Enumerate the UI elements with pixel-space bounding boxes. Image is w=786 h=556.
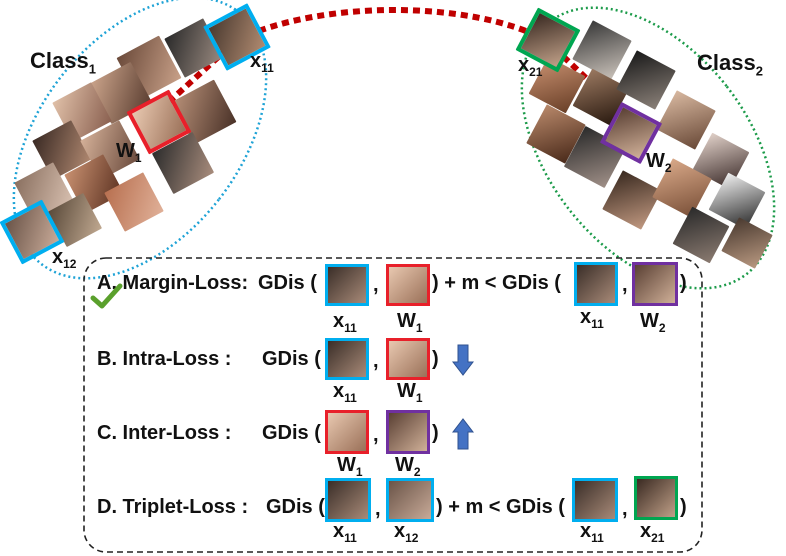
x11-thumbnail [325, 338, 369, 380]
w1-thumbnail [386, 338, 430, 380]
comma: , [375, 498, 381, 520]
w1-label: W1 [397, 310, 423, 335]
w2-label: W2 [395, 454, 421, 479]
x11-thumbnail [574, 262, 618, 306]
w1-thumbnail [325, 410, 369, 454]
w1-thumbnail [386, 264, 430, 306]
x11-label: x11 [333, 380, 357, 405]
down-arrow-icon [452, 344, 474, 376]
x11-label: x11 [580, 306, 604, 331]
w1-label: W1 [397, 380, 423, 405]
x11-label: x11 [333, 520, 357, 545]
close-paren: ) [432, 348, 439, 370]
x11-thumbnail [572, 478, 618, 522]
x11-label: x11 [250, 50, 274, 75]
up-arrow-icon [452, 418, 474, 450]
class1-label: Class1 [30, 48, 96, 77]
w2-label: W2 [640, 310, 666, 335]
checkmark-icon [90, 283, 123, 309]
w2-thumbnail [386, 410, 430, 454]
inter-loss-name: C. Inter-Loss : [97, 422, 232, 444]
w1-label: W1 [116, 140, 142, 165]
margin-loss-name: A. Margin-Loss: [97, 272, 249, 294]
w1-label: W1 [337, 454, 363, 479]
close-paren: ) [680, 496, 687, 518]
x21-label: x21 [640, 520, 665, 545]
comma: , [373, 424, 379, 446]
intra-loss-gdis: GDis ( [262, 348, 321, 370]
x11-label: x11 [580, 520, 604, 545]
margin-connector-arc [235, 7, 548, 43]
triplet-loss-inequality: ) + m < GDis ( [436, 496, 565, 518]
w2-label: W2 [646, 150, 672, 175]
x11-thumbnail [325, 478, 371, 522]
x11-label: x11 [333, 310, 357, 335]
comma: , [373, 350, 379, 372]
x12-thumbnail [386, 478, 434, 522]
comma: , [622, 498, 628, 520]
inter-loss-gdis: GDis ( [262, 422, 321, 444]
x11-thumbnail [325, 264, 369, 306]
triplet-loss-gdis: GDis ( [266, 496, 325, 518]
x21-label: x21 [518, 54, 543, 79]
x12-label: x12 [394, 520, 419, 545]
intra-loss-name: B. Intra-Loss : [97, 348, 232, 370]
comma: , [622, 274, 628, 296]
close-paren: ) [680, 272, 687, 294]
margin-loss-gdis: GDis ( [258, 272, 317, 294]
class2-label: Class2 [697, 50, 763, 79]
comma: , [373, 274, 379, 296]
w2-thumbnail [632, 262, 678, 306]
x21-thumbnail [634, 476, 678, 520]
close-paren: ) [432, 422, 439, 444]
triplet-loss-name: D. Triplet-Loss : [97, 496, 249, 518]
loss-panel [83, 257, 703, 553]
x12-label: x12 [52, 246, 77, 271]
margin-loss-inequality: ) + m < GDis ( [432, 272, 561, 294]
